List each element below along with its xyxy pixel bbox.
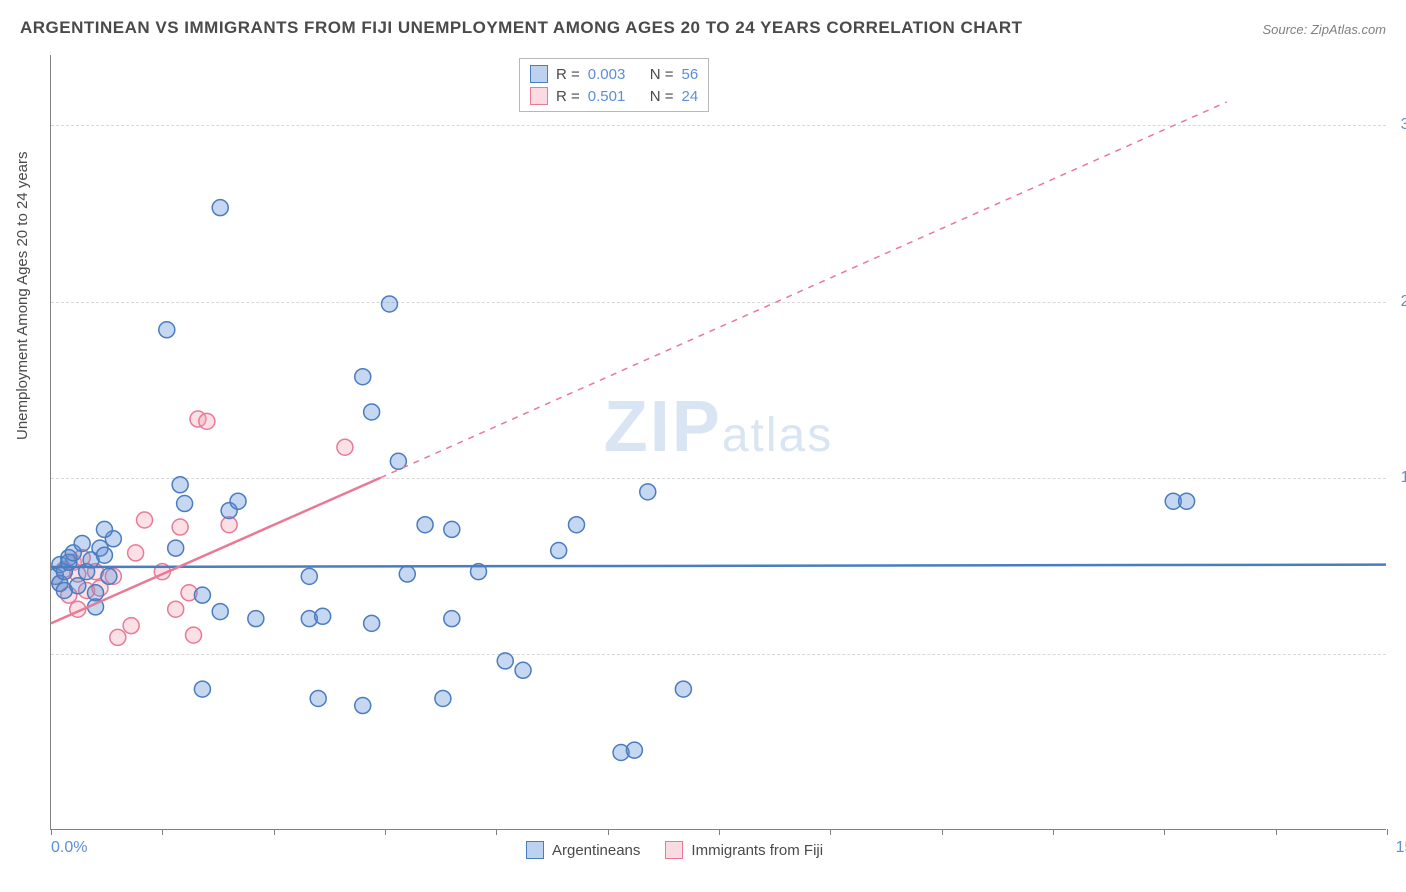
- x-tick-min: 0.0%: [51, 839, 87, 857]
- swatch-argentineans: [530, 65, 548, 83]
- swatch-fiji: [530, 87, 548, 105]
- stats-legend-box: R = 0.003 N = 56 R = 0.501 N = 24: [519, 58, 709, 112]
- y-tick-label: 7.5%: [1391, 645, 1406, 663]
- r-label: R =: [556, 66, 580, 83]
- x-tick: [1276, 829, 1277, 835]
- plot-area: ZIPatlas R = 0.003 N = 56 R = 0.501 N = …: [50, 55, 1386, 830]
- r-value-argentineans: 0.003: [588, 66, 632, 83]
- x-tick: [719, 829, 720, 835]
- legend-label-argentineans: Argentineans: [552, 842, 640, 859]
- n-label: N =: [650, 66, 674, 83]
- legend-swatch-argentineans: [526, 841, 544, 859]
- r-value-fiji: 0.501: [588, 88, 632, 105]
- legend-item-argentineans: Argentineans: [526, 841, 640, 859]
- stats-row-fiji: R = 0.501 N = 24: [530, 85, 698, 107]
- n-label: N =: [650, 88, 674, 105]
- chart-svg: [51, 55, 1386, 829]
- y-axis-label: Unemployment Among Ages 20 to 24 years: [14, 151, 31, 440]
- legend-item-fiji: Immigrants from Fiji: [665, 841, 823, 859]
- x-tick: [1387, 829, 1388, 835]
- x-tick-max: 15.0%: [1396, 839, 1406, 857]
- x-tick: [274, 829, 275, 835]
- legend-swatch-fiji: [665, 841, 683, 859]
- x-tick: [1164, 829, 1165, 835]
- x-tick: [942, 829, 943, 835]
- y-tick-label: 30.0%: [1391, 116, 1406, 134]
- r-label: R =: [556, 88, 580, 105]
- x-tick: [830, 829, 831, 835]
- x-tick: [608, 829, 609, 835]
- x-tick: [1053, 829, 1054, 835]
- n-value-argentineans: 56: [682, 66, 699, 83]
- n-value-fiji: 24: [682, 88, 699, 105]
- chart-title: ARGENTINEAN VS IMMIGRANTS FROM FIJI UNEM…: [20, 18, 1022, 38]
- y-tick-label: 22.5%: [1391, 293, 1406, 311]
- x-tick: [51, 829, 52, 835]
- source-attribution: Source: ZipAtlas.com: [1262, 22, 1386, 37]
- x-tick: [162, 829, 163, 835]
- x-tick: [385, 829, 386, 835]
- stats-row-argentineans: R = 0.003 N = 56: [530, 63, 698, 85]
- y-tick-label: 15.0%: [1391, 469, 1406, 487]
- legend-bottom: Argentineans Immigrants from Fiji: [526, 841, 823, 859]
- legend-label-fiji: Immigrants from Fiji: [691, 842, 823, 859]
- x-tick: [496, 829, 497, 835]
